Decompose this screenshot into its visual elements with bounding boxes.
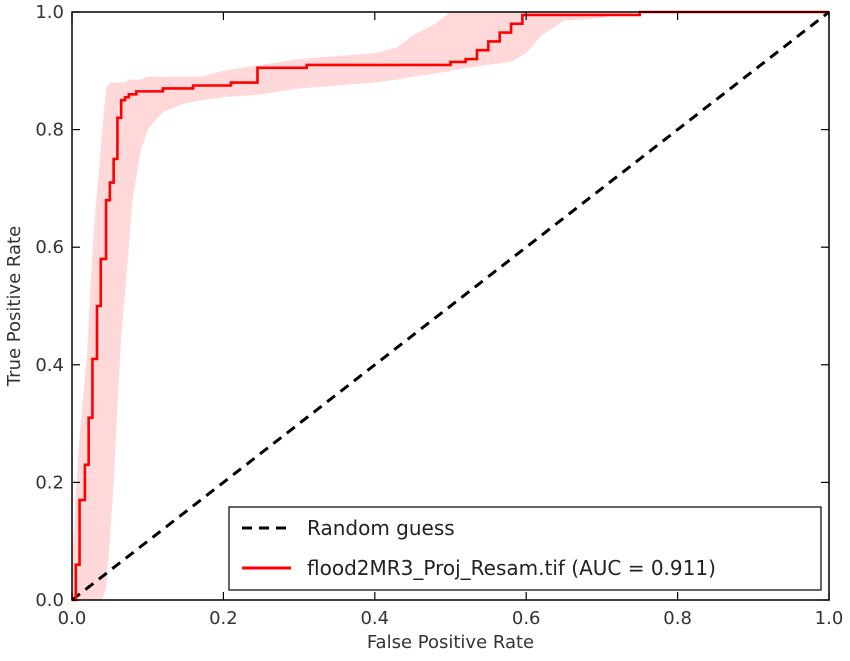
y-tick-label: 0.8 [35, 120, 64, 141]
series-line-roc [72, 10, 829, 602]
plot-frame [71, 11, 830, 601]
series-layer [71, 10, 830, 602]
y-tick-label: 0.6 [35, 237, 64, 258]
x-tick-label: 0.2 [209, 608, 238, 629]
y-axis-label: True Positive Rate [4, 226, 25, 387]
x-axis-label: False Positive Rate [367, 632, 534, 653]
legend-box [228, 506, 822, 591]
legend: Random guess flood2MR3_Proj_Resam.tif (AU… [228, 506, 822, 591]
series-line-random-guess [71, 10, 830, 602]
y-tick-label: 0.2 [35, 472, 64, 493]
tick-layer: 0.0 0.2 0.4 0.6 0.8 1.0 0.0 0.2 0.4 0.6 0.8 1.0 [35, 2, 843, 629]
legend-label-random-guess: Random guess [307, 516, 455, 540]
y-tick-label: 0.0 [35, 590, 64, 611]
y-tick-label: 1.0 [35, 2, 64, 23]
x-tick-label: 0.6 [512, 608, 541, 629]
x-tick-label: 0.8 [663, 608, 692, 629]
x-tick-label: 0.4 [360, 608, 389, 629]
y-tick-label: 0.4 [35, 355, 64, 376]
legend-label-roc: flood2MR3_Proj_Resam.tif (AUC = 0.911) [307, 556, 716, 580]
x-tick-label: 0.0 [58, 608, 87, 629]
x-tick-label: 1.0 [815, 608, 844, 629]
